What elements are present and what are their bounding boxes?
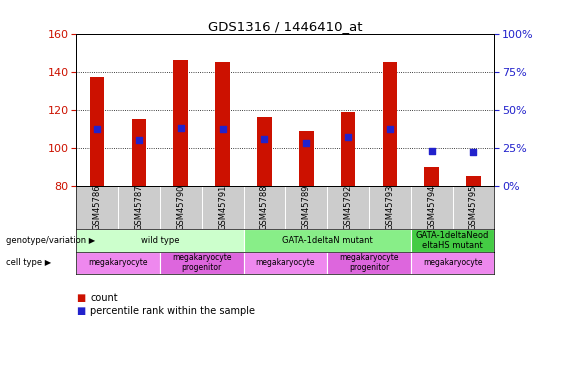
Text: count: count	[90, 293, 118, 303]
Text: GSM45794: GSM45794	[427, 185, 436, 230]
Bar	[244, 252, 327, 274]
Text: GSM45795: GSM45795	[469, 185, 478, 230]
Text: GSM45786: GSM45786	[93, 184, 102, 230]
Bar	[160, 252, 244, 274]
Bar	[76, 230, 244, 252]
Title: GDS1316 / 1446410_at: GDS1316 / 1446410_at	[208, 20, 363, 33]
Point	[302, 140, 311, 146]
Text: megakaryocyte
progenitor: megakaryocyte progenitor	[339, 253, 399, 272]
Text: GSM45787: GSM45787	[134, 184, 144, 230]
Point	[469, 149, 478, 155]
Text: GSM45791: GSM45791	[218, 185, 227, 230]
Bar	[215, 62, 230, 186]
Bar	[383, 62, 397, 186]
Text: ■: ■	[76, 293, 85, 303]
Text: GSM45790: GSM45790	[176, 185, 185, 230]
Text: megakaryocyte: megakaryocyte	[255, 258, 315, 267]
Bar	[244, 230, 411, 252]
Text: GSM45788: GSM45788	[260, 184, 269, 230]
Bar	[76, 252, 160, 274]
Text: GSM45792: GSM45792	[344, 185, 353, 230]
Point	[260, 135, 269, 141]
Bar	[327, 252, 411, 274]
Text: GATA-1deltaNeod
eltaHS mutant: GATA-1deltaNeod eltaHS mutant	[416, 231, 489, 250]
Text: percentile rank within the sample: percentile rank within the sample	[90, 306, 255, 316]
Point	[344, 134, 353, 140]
Text: megakaryocyte: megakaryocyte	[423, 258, 483, 267]
Bar	[90, 77, 105, 186]
Point	[176, 125, 185, 131]
Point	[93, 126, 102, 132]
Bar	[132, 119, 146, 186]
Bar	[466, 176, 481, 186]
Text: megakaryocyte
progenitor: megakaryocyte progenitor	[172, 253, 232, 272]
Point	[134, 137, 144, 143]
Text: GATA-1deltaN mutant: GATA-1deltaN mutant	[282, 236, 372, 245]
Bar	[257, 117, 272, 186]
Point	[218, 126, 227, 132]
Text: genotype/variation ▶: genotype/variation ▶	[6, 236, 95, 245]
Text: megakaryocyte: megakaryocyte	[88, 258, 148, 267]
Point	[427, 148, 436, 154]
Text: GSM45789: GSM45789	[302, 185, 311, 230]
Text: wild type: wild type	[141, 236, 179, 245]
Text: cell type ▶: cell type ▶	[6, 258, 51, 267]
Bar	[411, 252, 494, 274]
Point	[385, 126, 394, 132]
Bar	[424, 166, 439, 186]
Bar	[341, 111, 355, 186]
Bar	[299, 130, 314, 186]
Bar	[173, 60, 188, 186]
Text: GSM45793: GSM45793	[385, 185, 394, 230]
Text: ■: ■	[76, 306, 85, 316]
Bar	[411, 230, 494, 252]
